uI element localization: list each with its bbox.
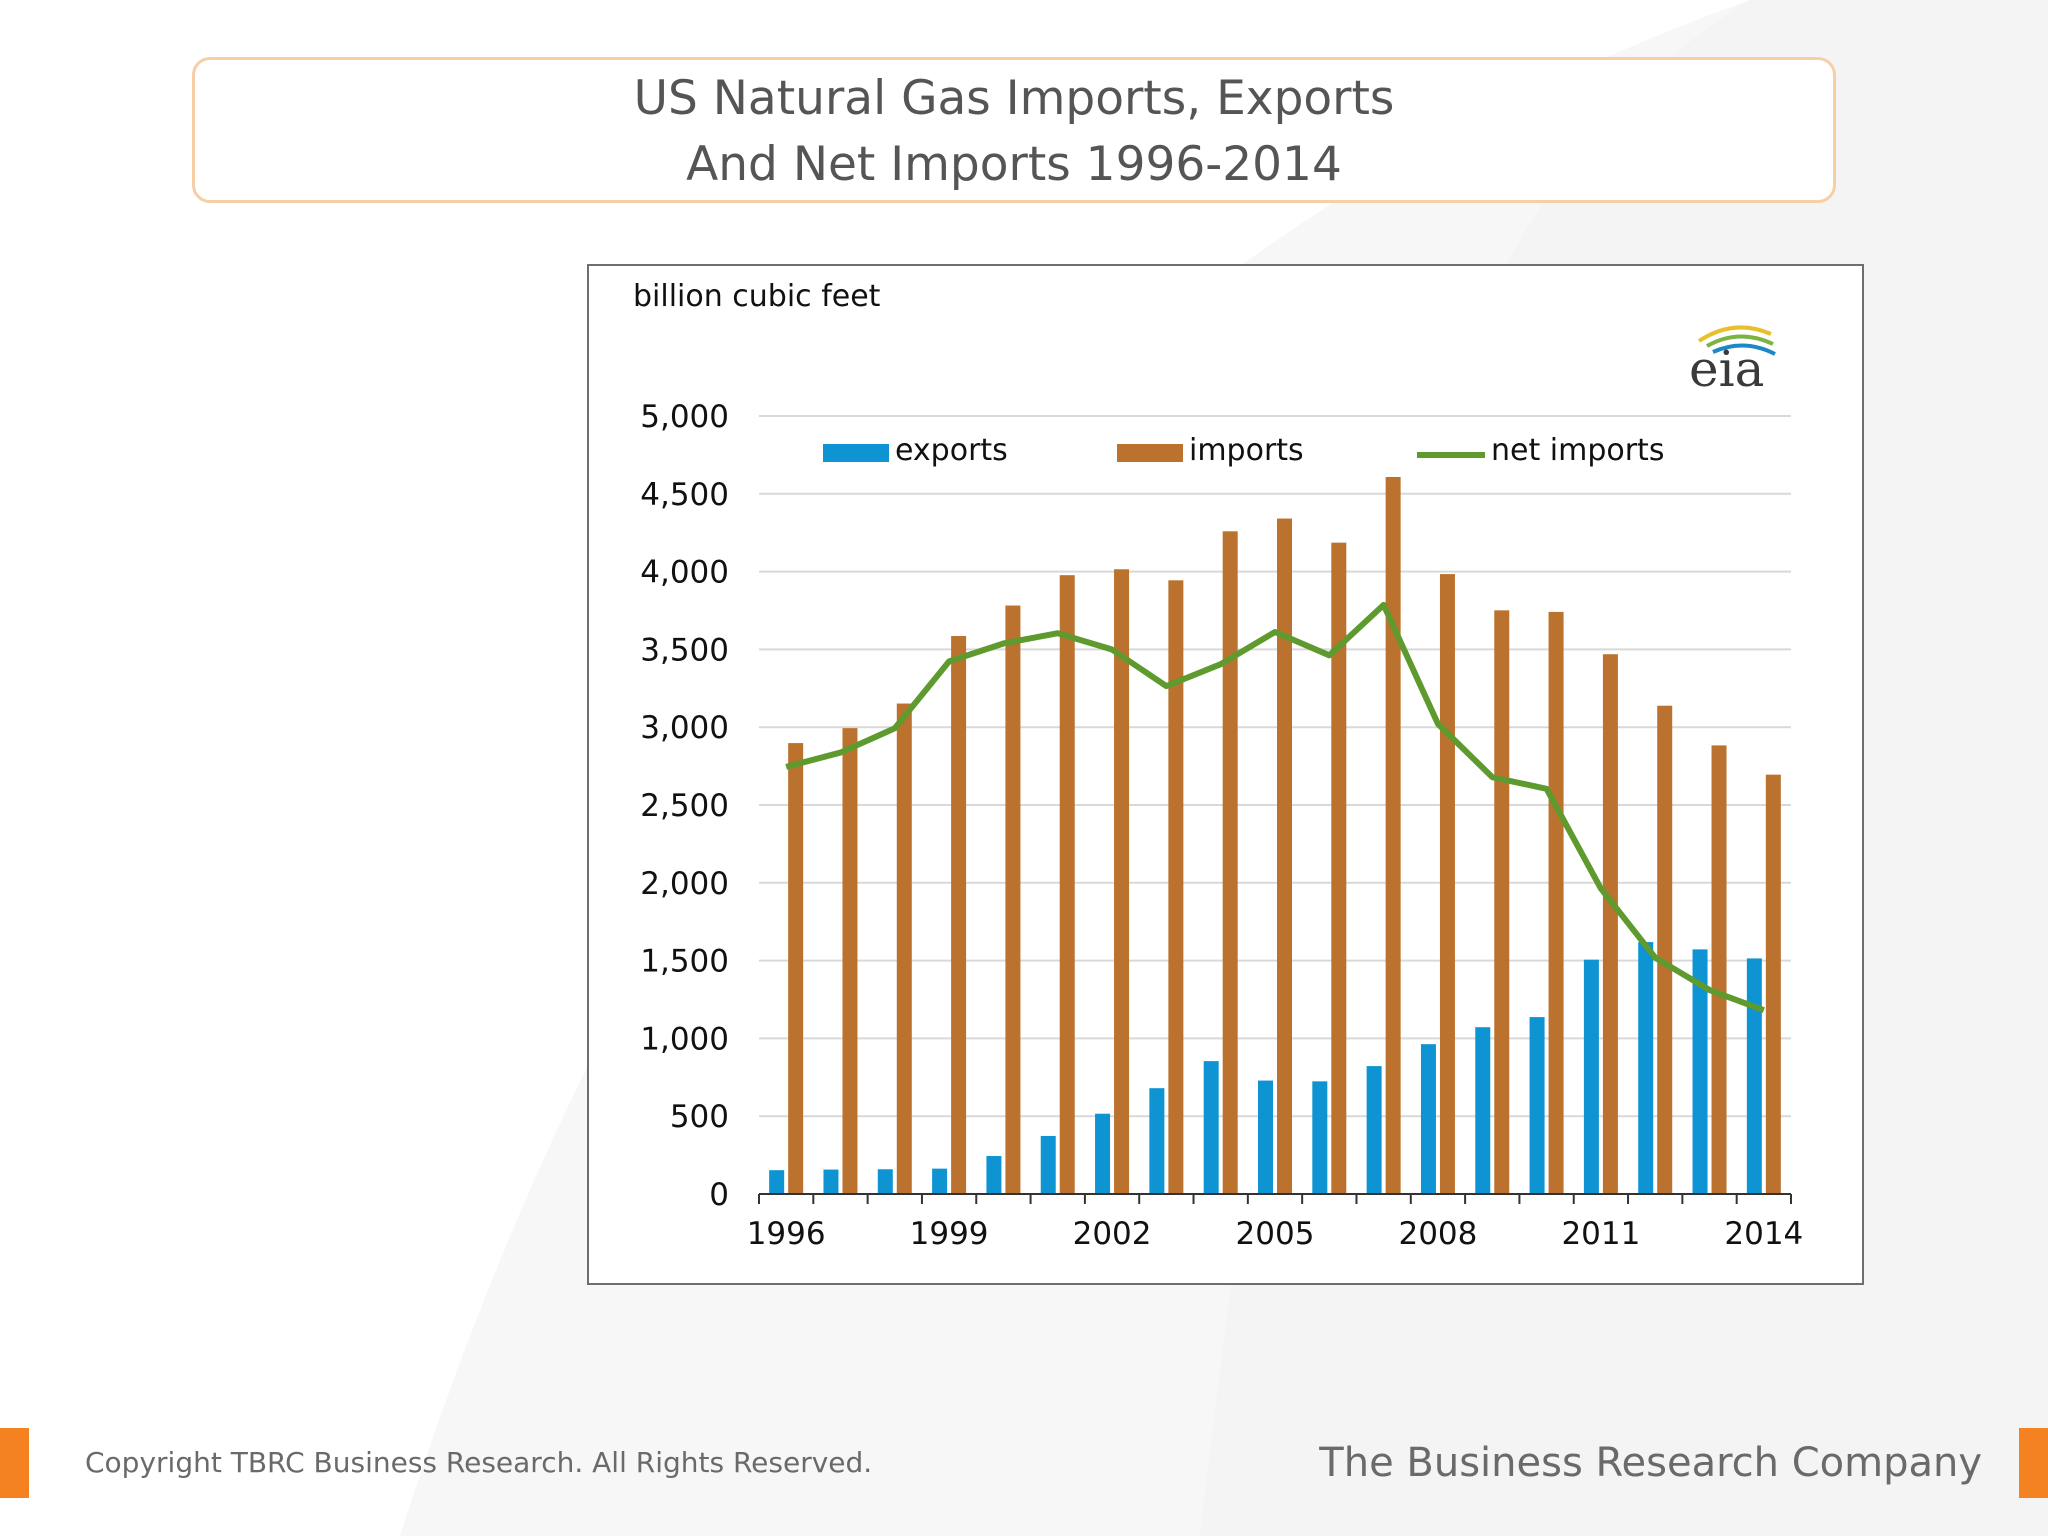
bar-exports [1420,1044,1436,1194]
chart: billion cubic feet 0 500 1,000 1,500 2,000 2,5… [633,279,1803,1252]
x-tick-label: 1996 [747,1216,826,1252]
copyright-text: Copyright TBRC Business Research. All Ri… [85,1446,873,1479]
bar-exports [1312,1081,1328,1194]
bar-imports [1439,574,1455,1194]
x-tick-label: 2002 [1073,1216,1152,1252]
eia-logo-arc-yellow [1697,325,1772,343]
bar-imports [788,743,804,1194]
line-net-imports [785,601,1765,1014]
bar-imports [1494,610,1510,1194]
y-axis-label: billion cubic feet [633,279,881,314]
bar-imports [951,636,967,1194]
x-tick-label: 2008 [1398,1216,1477,1252]
bar-imports [1602,654,1618,1194]
bar-imports [1657,705,1673,1194]
legend-swatch-imports [1117,444,1183,462]
legend-label-exports: exports [895,433,1008,468]
bar-exports [1040,1135,1056,1194]
bar-exports [769,1170,785,1194]
eia-logo: eia [1689,325,1776,398]
bar-imports [1331,542,1347,1194]
y-tick-label: 0 [709,1177,729,1213]
accent-bar-right [2019,1428,2048,1498]
bar-exports [1366,1066,1382,1194]
bar-imports [1168,580,1184,1194]
y-tick-label: 1,500 [640,944,729,980]
legend-label-net-imports: net imports [1491,433,1664,468]
bar-imports [1548,611,1564,1194]
bar-exports [1149,1088,1165,1194]
eia-logo-arc-green [1706,334,1774,348]
y-tick-label: 3,500 [640,632,729,668]
bar-exports [1095,1113,1111,1194]
bar-exports [986,1156,1002,1194]
bar-exports [1583,959,1599,1194]
chart-frame: billion cubic feet 0 500 1,000 1,500 2,000 2,5… [587,264,1864,1285]
accent-bar-left [0,1428,29,1498]
x-tick-label: 1999 [910,1216,989,1252]
bar-exports [877,1169,893,1194]
bar-imports [1059,575,1075,1194]
title-box: US Natural Gas Imports, Exports And Net … [192,57,1836,203]
bar-imports [1222,531,1238,1194]
bar-exports [1746,958,1762,1194]
bar-exports [823,1169,839,1194]
y-tick-label: 500 [670,1099,729,1135]
eia-logo-arc-blue [1712,343,1776,356]
bar-imports [1005,605,1021,1194]
y-tick-label: 4,000 [640,555,729,591]
y-tick-label: 3,000 [640,710,729,746]
bar-imports [896,703,912,1194]
bar-exports [1529,1017,1545,1194]
legend-label-imports: imports [1189,433,1304,468]
bar-exports [1258,1080,1273,1194]
x-tick-label: 2014 [1724,1216,1803,1252]
y-tick-label: 2,500 [640,788,729,824]
eia-logo-text: eia [1689,340,1764,398]
bar-imports [1114,569,1130,1194]
x-tick-label: 2005 [1236,1216,1315,1252]
bar-imports [1277,518,1292,1194]
brand-name: The Business Research Company [1319,1440,1982,1486]
bar-exports [1203,1061,1219,1194]
bar-exports [1638,942,1654,1194]
bar-imports [1385,476,1401,1194]
bar-imports [1765,774,1781,1194]
bar-exports [1475,1027,1491,1194]
bar-imports [1711,745,1727,1194]
bar-exports [932,1168,948,1194]
y-tick-label: 2,000 [640,866,729,902]
legend-swatch-exports [823,444,889,462]
y-tick-label: 1,000 [640,1021,729,1057]
y-tick-label: 4,500 [640,477,729,513]
y-tick-label: 5,000 [640,399,729,435]
bar-exports [1692,949,1708,1194]
slide-title-line1: US Natural Gas Imports, Exports [633,71,1395,126]
slide-title-line2: And Net Imports 1996-2014 [686,137,1342,192]
x-tick-label: 2011 [1561,1216,1640,1252]
bar-imports [842,728,858,1194]
